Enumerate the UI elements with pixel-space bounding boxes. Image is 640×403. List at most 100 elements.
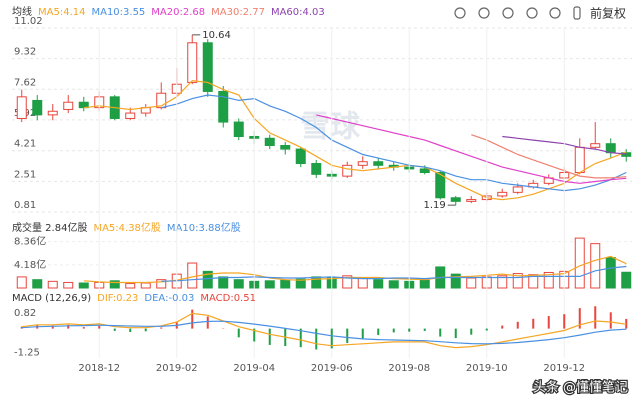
ma-line — [83, 79, 627, 201]
settings-icon[interactable] — [526, 7, 538, 19]
macd-bar — [423, 328, 426, 331]
footer: 头条 @懂懂笔记 — [533, 380, 628, 396]
y-tick-label: 11.02 — [14, 16, 43, 27]
volume-ma-line — [161, 265, 627, 282]
y-tick-label: 2.51 — [14, 169, 36, 180]
candle-body — [357, 161, 368, 166]
macd-line — [21, 312, 627, 349]
candle-body — [450, 197, 461, 202]
volume-bar — [140, 282, 151, 289]
volume-bar — [450, 273, 461, 289]
toolbar-icons — [454, 6, 581, 20]
volume-bar — [280, 279, 291, 289]
ma-line — [316, 114, 627, 184]
volume-bar — [373, 279, 384, 289]
macd-bar — [377, 328, 380, 336]
candle-body — [373, 161, 384, 166]
macd-bar — [98, 325, 101, 329]
volume-bar — [419, 279, 430, 289]
candle-body — [47, 110, 58, 116]
candle-body — [590, 143, 601, 148]
volume-bar — [528, 274, 539, 289]
candle-body — [512, 186, 523, 193]
macd-bar — [609, 312, 612, 329]
x-tick-label: 2019-10 — [466, 363, 508, 374]
legend-entry: DEA:-0.03 — [144, 293, 194, 304]
y-tick-label: 4.18亿 — [14, 258, 46, 271]
macd-bar — [129, 328, 132, 333]
legend-entry: DIF:0.23 — [97, 293, 138, 304]
macd-bar — [237, 328, 240, 338]
volume-bar — [295, 278, 306, 289]
y-tick-label: 7.62 — [14, 77, 36, 88]
legend-entry: MA10:3.88亿股 — [167, 221, 241, 234]
candle-body — [78, 101, 89, 109]
legend-entry: MA5:4.14 — [38, 7, 85, 18]
volume-bar — [202, 270, 213, 289]
macd-bar — [67, 324, 70, 329]
y-tick-label: -1.25 — [14, 347, 40, 358]
volume-bar — [342, 275, 353, 289]
macd-bar — [563, 314, 566, 329]
y-tick-label: 8.36亿 — [14, 235, 46, 248]
legend-entry: MACD (12,26,9) — [12, 293, 91, 304]
volume-bar — [16, 276, 27, 289]
candle-body — [125, 112, 136, 119]
macd-bar — [501, 325, 504, 329]
macd-bar — [253, 328, 256, 342]
candle-body — [264, 137, 275, 147]
legend-entry: MA20:2.68 — [151, 7, 205, 18]
macd-bar — [594, 306, 597, 329]
x-tick-label: 2019-06 — [311, 363, 353, 374]
macd-bar — [299, 328, 302, 348]
legend-entry: MA30:2.77 — [211, 7, 265, 18]
macd-bar — [51, 325, 54, 329]
volume-bar — [187, 262, 198, 289]
volume-bar — [590, 243, 601, 289]
macd-bar — [547, 316, 550, 329]
macd-bar — [516, 321, 519, 329]
candle-body — [156, 92, 167, 109]
y-tick-label: 9.32 — [14, 47, 36, 58]
volume-bar — [47, 280, 58, 289]
macd-bar — [268, 328, 271, 345]
macd-bar — [578, 308, 581, 329]
candle-body — [280, 145, 291, 150]
candle-body — [32, 99, 43, 116]
candle-body — [419, 168, 430, 174]
candle-body — [435, 172, 446, 199]
annotation: 10.64 — [202, 30, 231, 41]
annotation: 1.19 — [423, 200, 445, 211]
x-tick-label: 2019-12 — [543, 363, 585, 374]
zoom-out-icon[interactable] — [502, 7, 514, 19]
y-tick-label: 0.82 — [14, 308, 36, 319]
y-tick-label: 0.81 — [14, 200, 36, 211]
macd-bar — [113, 328, 116, 331]
adjust-button[interactable]: 前复权 — [590, 6, 626, 21]
macd-bar — [20, 326, 23, 329]
volume-bar — [605, 257, 616, 289]
volume-bar — [621, 271, 632, 289]
candle-body — [202, 42, 213, 92]
fullscreen-icon[interactable] — [573, 6, 581, 20]
macd-bar — [439, 328, 442, 337]
volume-bar — [466, 277, 477, 289]
volume-bar — [264, 280, 275, 289]
volume-bar — [543, 271, 554, 289]
legend-entry: MA60:4.03 — [271, 7, 325, 18]
volume-bar — [357, 277, 368, 289]
volume-bar — [125, 283, 136, 289]
volume-bar — [78, 282, 89, 289]
undo-icon[interactable] — [454, 7, 466, 19]
volume-bar — [233, 279, 244, 289]
y-tick-label: 4.21 — [14, 139, 36, 150]
macd-bar — [160, 327, 163, 329]
legend-entry: 均线 — [12, 5, 32, 18]
zoom-in-icon[interactable] — [478, 7, 490, 19]
volume-bar — [218, 276, 229, 289]
volume-bar — [32, 279, 43, 289]
reset-icon[interactable] — [549, 7, 561, 19]
macd-bar — [144, 328, 147, 332]
macd-line — [21, 320, 627, 345]
